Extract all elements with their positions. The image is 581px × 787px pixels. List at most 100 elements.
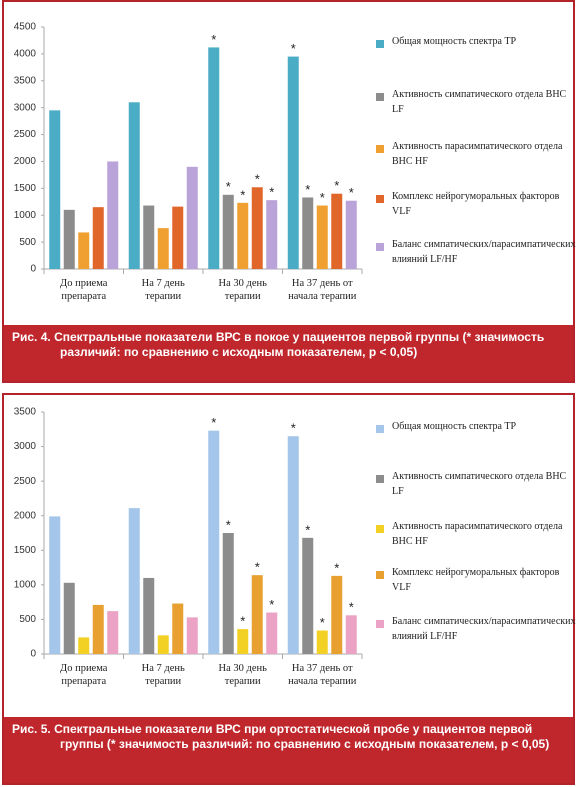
significance-marker: * [226, 179, 231, 194]
significance-marker: * [211, 32, 216, 47]
legend-swatch [376, 40, 384, 48]
y-tick-label: 3500 [14, 75, 37, 86]
bar [49, 516, 61, 654]
bar [63, 209, 75, 269]
bar [92, 207, 104, 269]
y-tick-label: 4000 [14, 49, 37, 60]
y-tick-label: 2500 [14, 129, 37, 140]
x-tick-label: На 7 день терапии [141, 278, 185, 302]
significance-marker: * [349, 600, 354, 615]
y-tick-label: 1000 [14, 579, 37, 590]
bar [251, 187, 263, 269]
legend-label: Активность симпатического отдела ВНС LF [392, 89, 567, 115]
y-tick-label: 3000 [14, 441, 37, 452]
bar [49, 110, 61, 269]
significance-marker: * [320, 615, 325, 630]
chart-panel: 0 500 1000 1500 2000 2500 3000 3500 4000 4500 * * * *… [2, 0, 575, 383]
bar [107, 611, 119, 654]
legend-label: Общая мощность спектра TP [392, 36, 517, 47]
x-tick-label: На 37 день от начала терапии [288, 663, 357, 687]
bar [222, 533, 234, 654]
legend-swatch [376, 145, 384, 153]
significance-marker: * [211, 415, 216, 430]
bar [92, 604, 104, 654]
bar [157, 228, 169, 269]
significance-marker: * [269, 185, 274, 200]
legend-label: Активность парасимпатического отдела ВНС… [392, 521, 563, 547]
y-tick-label: 500 [19, 614, 36, 625]
x-tick-label: До приема препарата [60, 278, 108, 302]
y-tick-label: 0 [30, 649, 36, 660]
legend-label: Баланс симпатических/парасимпатических в… [392, 616, 576, 642]
bar [302, 197, 314, 269]
chart: 0 500 1000 1500 2000 2500 3000 3500 4000 4500 * * * *… [14, 22, 363, 275]
y-tick-label: 0 [30, 264, 36, 275]
y-tick-label: 1500 [14, 545, 37, 556]
bar [143, 577, 155, 654]
legend-swatch [376, 195, 384, 203]
legend-swatch [376, 620, 384, 628]
y-tick-label: 3000 [14, 102, 37, 113]
significance-marker: * [255, 172, 260, 187]
legend-swatch [376, 425, 384, 433]
x-tick-label: На 7 день терапии [141, 663, 185, 687]
bar [143, 205, 155, 269]
significance-marker: * [226, 517, 231, 532]
y-tick-label: 4500 [14, 22, 37, 33]
bar [331, 193, 343, 269]
bar [251, 575, 263, 654]
legend-swatch [376, 93, 384, 101]
significance-marker: * [305, 522, 310, 537]
bar [331, 575, 343, 654]
bar [157, 635, 169, 654]
caption: Рис. 5. Спектральные показатели ВРС при … [4, 717, 573, 783]
bar [287, 56, 299, 270]
legend-label: Общая мощность спектра TP [392, 421, 517, 432]
legend-label: Активность парасимпатического отдела ВНС… [392, 141, 563, 167]
chart-panel: 0 500 1000 1500 2000 2500 3000 3500 * * * * * * * * * * До… [2, 393, 575, 785]
y-tick-label: 2500 [14, 476, 37, 487]
bar [266, 200, 278, 269]
significance-marker: * [334, 178, 339, 193]
bar [208, 430, 220, 654]
bar [172, 206, 184, 269]
bar [345, 200, 357, 269]
bar [316, 205, 328, 269]
significance-marker: * [349, 185, 354, 200]
y-tick-label: 2000 [14, 156, 37, 167]
bar [316, 630, 328, 654]
bar [266, 612, 278, 654]
caption: Рис. 4. Спектральные показатели ВРС в по… [4, 325, 573, 381]
bar [186, 166, 198, 269]
legend-label: Комплекс нейрогуморальных факторов VLF [392, 191, 560, 217]
bar [222, 194, 234, 269]
significance-marker: * [291, 421, 296, 436]
significance-marker: * [240, 187, 245, 202]
bar [128, 102, 140, 270]
y-tick-label: 500 [19, 237, 36, 248]
legend-swatch [376, 525, 384, 533]
bar [302, 537, 314, 654]
legend-swatch [376, 475, 384, 483]
significance-marker: * [291, 41, 296, 56]
bar [78, 232, 90, 269]
legend-swatch [376, 243, 384, 251]
x-tick-label: До приема препарата [60, 663, 108, 687]
bar [345, 615, 357, 654]
bar [287, 436, 299, 654]
significance-marker: * [320, 190, 325, 205]
significance-marker: * [334, 560, 339, 575]
x-tick-label: На 30 день терапии [218, 663, 267, 687]
significance-marker: * [269, 597, 274, 612]
bar [186, 617, 198, 654]
bar [208, 47, 220, 270]
bar [172, 603, 184, 654]
bar [237, 629, 249, 654]
significance-marker: * [240, 614, 245, 629]
bar [128, 508, 140, 654]
x-tick-label: На 37 день от начала терапии [288, 278, 357, 302]
chart: 0 500 1000 1500 2000 2500 3000 3500 * * * * * * * * * * [14, 407, 363, 660]
y-tick-label: 3500 [14, 407, 37, 418]
legend-label: Баланс симпатических/парасимпатических в… [392, 239, 576, 265]
